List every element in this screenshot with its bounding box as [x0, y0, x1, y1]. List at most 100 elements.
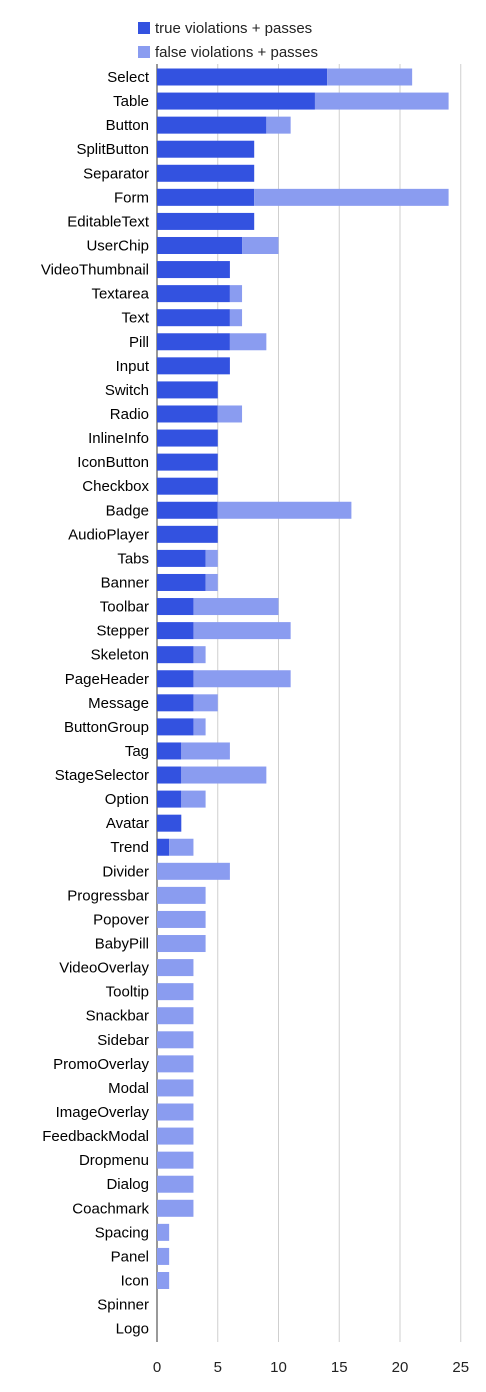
bar-Modal-series-1 [157, 1079, 194, 1097]
category-label-PromoOverlay: PromoOverlay [53, 1056, 149, 1073]
category-label-Form: Form [114, 189, 149, 206]
category-label-Input: Input [116, 358, 150, 375]
bar-Spacing-series-1 [157, 1223, 170, 1241]
category-label-Snackbar: Snackbar [86, 1008, 149, 1025]
category-label-Button: Button [106, 117, 149, 134]
bar-Tabs-series-0 [157, 549, 206, 567]
category-label-EditableText: EditableText [67, 213, 150, 230]
bar-Button-series-1 [266, 116, 291, 134]
bar-Dropmenu-series-1 [157, 1151, 194, 1169]
bar-Stepper-series-1 [193, 622, 291, 640]
bar-ImageOverlay-series-1 [157, 1103, 194, 1121]
category-label-Progressbar: Progressbar [67, 887, 149, 904]
legend: true violations + passes false violations… [138, 20, 318, 61]
category-label-Avatar: Avatar [106, 815, 149, 832]
bar-UserChip-series-1 [242, 236, 279, 254]
category-label-Sidebar: Sidebar [97, 1032, 149, 1049]
bar-Select-series-0 [157, 68, 328, 86]
category-label-Tabs: Tabs [117, 550, 149, 567]
bar-InlineInfo-series-0 [157, 429, 218, 447]
x-tick-label-0: 0 [153, 1359, 161, 1376]
category-label-Icon: Icon [121, 1273, 149, 1290]
x-tick-label-5: 5 [214, 1359, 222, 1376]
bar-Option-series-0 [157, 790, 182, 808]
bar-Tag-series-1 [181, 742, 230, 760]
bar-SplitButton-series-0 [157, 140, 255, 158]
bar-Icon-series-1 [157, 1272, 170, 1289]
category-label-VideoOverlay: VideoOverlay [59, 960, 149, 977]
bar-ButtonGroup-series-0 [157, 718, 194, 736]
category-label-UserChip: UserChip [86, 237, 149, 254]
bar-Banner-series-0 [157, 573, 206, 591]
bar-PromoOverlay-series-1 [157, 1055, 194, 1073]
bar-PageHeader-series-1 [193, 670, 291, 688]
category-label-Tooltip: Tooltip [106, 984, 149, 1001]
bar-Option-series-1 [181, 790, 206, 808]
legend-label-1: false violations + passes [155, 44, 318, 61]
bar-Message-series-1 [193, 694, 218, 712]
bar-Input-series-0 [157, 357, 230, 375]
category-label-Banner: Banner [101, 574, 149, 591]
category-label-Logo: Logo [116, 1321, 149, 1338]
bar-Snackbar-series-1 [157, 1007, 194, 1025]
bar-Trend-series-1 [169, 838, 194, 856]
bar-PageHeader-series-0 [157, 670, 194, 688]
bar-UserChip-series-0 [157, 236, 243, 254]
category-label-Spacing: Spacing [95, 1224, 149, 1241]
x-tick-label-20: 20 [392, 1359, 409, 1376]
bar-AudioPlayer-series-0 [157, 525, 218, 543]
bar-Checkbox-series-0 [157, 477, 218, 495]
category-label-Coachmark: Coachmark [72, 1200, 149, 1217]
bar-Form-series-1 [254, 188, 449, 206]
bar-Form-series-0 [157, 188, 255, 206]
bar-StageSelector-series-1 [181, 766, 267, 784]
bar-Radio-series-1 [217, 405, 243, 423]
category-label-Text: Text [121, 310, 149, 327]
category-label-Checkbox: Checkbox [82, 478, 149, 495]
category-label-Toolbar: Toolbar [100, 599, 149, 616]
bar-VideoThumbnail-series-0 [157, 261, 230, 279]
bar-Text-series-1 [229, 309, 243, 327]
category-label-Trend: Trend [110, 839, 149, 856]
bar-Avatar-series-0 [157, 814, 182, 832]
category-label-Tag: Tag [125, 743, 149, 760]
category-label-ImageOverlay: ImageOverlay [56, 1104, 150, 1121]
bar-BabyPill-series-1 [157, 935, 206, 953]
bar-Tooltip-series-1 [157, 983, 194, 1001]
bar-Pill-series-1 [229, 333, 267, 351]
category-label-Select: Select [107, 69, 150, 86]
bar-Textarea-series-1 [229, 285, 243, 303]
bar-Sidebar-series-1 [157, 1031, 194, 1049]
category-label-BabyPill: BabyPill [95, 936, 149, 953]
bar-Skeleton-series-0 [157, 646, 194, 664]
bars [157, 68, 449, 1289]
category-label-Textarea: Textarea [91, 286, 149, 303]
category-label-Table: Table [113, 93, 149, 110]
x-tick-label-15: 15 [331, 1359, 348, 1376]
bar-Table-series-1 [314, 92, 449, 110]
legend-swatch-1 [138, 46, 150, 58]
category-label-Option: Option [105, 791, 149, 808]
category-label-InlineInfo: InlineInfo [88, 430, 149, 447]
bar-Text-series-0 [157, 309, 230, 327]
bar-Select-series-1 [327, 68, 413, 86]
category-label-Dialog: Dialog [106, 1176, 149, 1193]
bar-Tag-series-0 [157, 742, 182, 760]
legend-swatch-0 [138, 22, 150, 34]
bar-Popover-series-1 [157, 910, 206, 928]
category-label-IconButton: IconButton [77, 454, 149, 471]
category-label-Badge: Badge [106, 502, 149, 519]
category-labels: Select Table Button SplitButton Separator For… [41, 69, 150, 1338]
category-label-ButtonGroup: ButtonGroup [64, 719, 149, 736]
bar-StageSelector-series-0 [157, 766, 182, 784]
category-label-VideoThumbnail: VideoThumbnail [41, 262, 149, 279]
bar-Toolbar-series-1 [193, 598, 279, 616]
bar-Table-series-0 [157, 92, 315, 110]
category-label-SplitButton: SplitButton [76, 141, 149, 158]
bar-Banner-series-1 [205, 573, 218, 591]
bar-Message-series-0 [157, 694, 194, 712]
bar-FeedbackModal-series-1 [157, 1127, 194, 1145]
x-tick-labels: 0 5 10 15 20 25 [153, 1359, 469, 1376]
bar-VideoOverlay-series-1 [157, 959, 194, 977]
bar-Tabs-series-1 [205, 549, 218, 567]
